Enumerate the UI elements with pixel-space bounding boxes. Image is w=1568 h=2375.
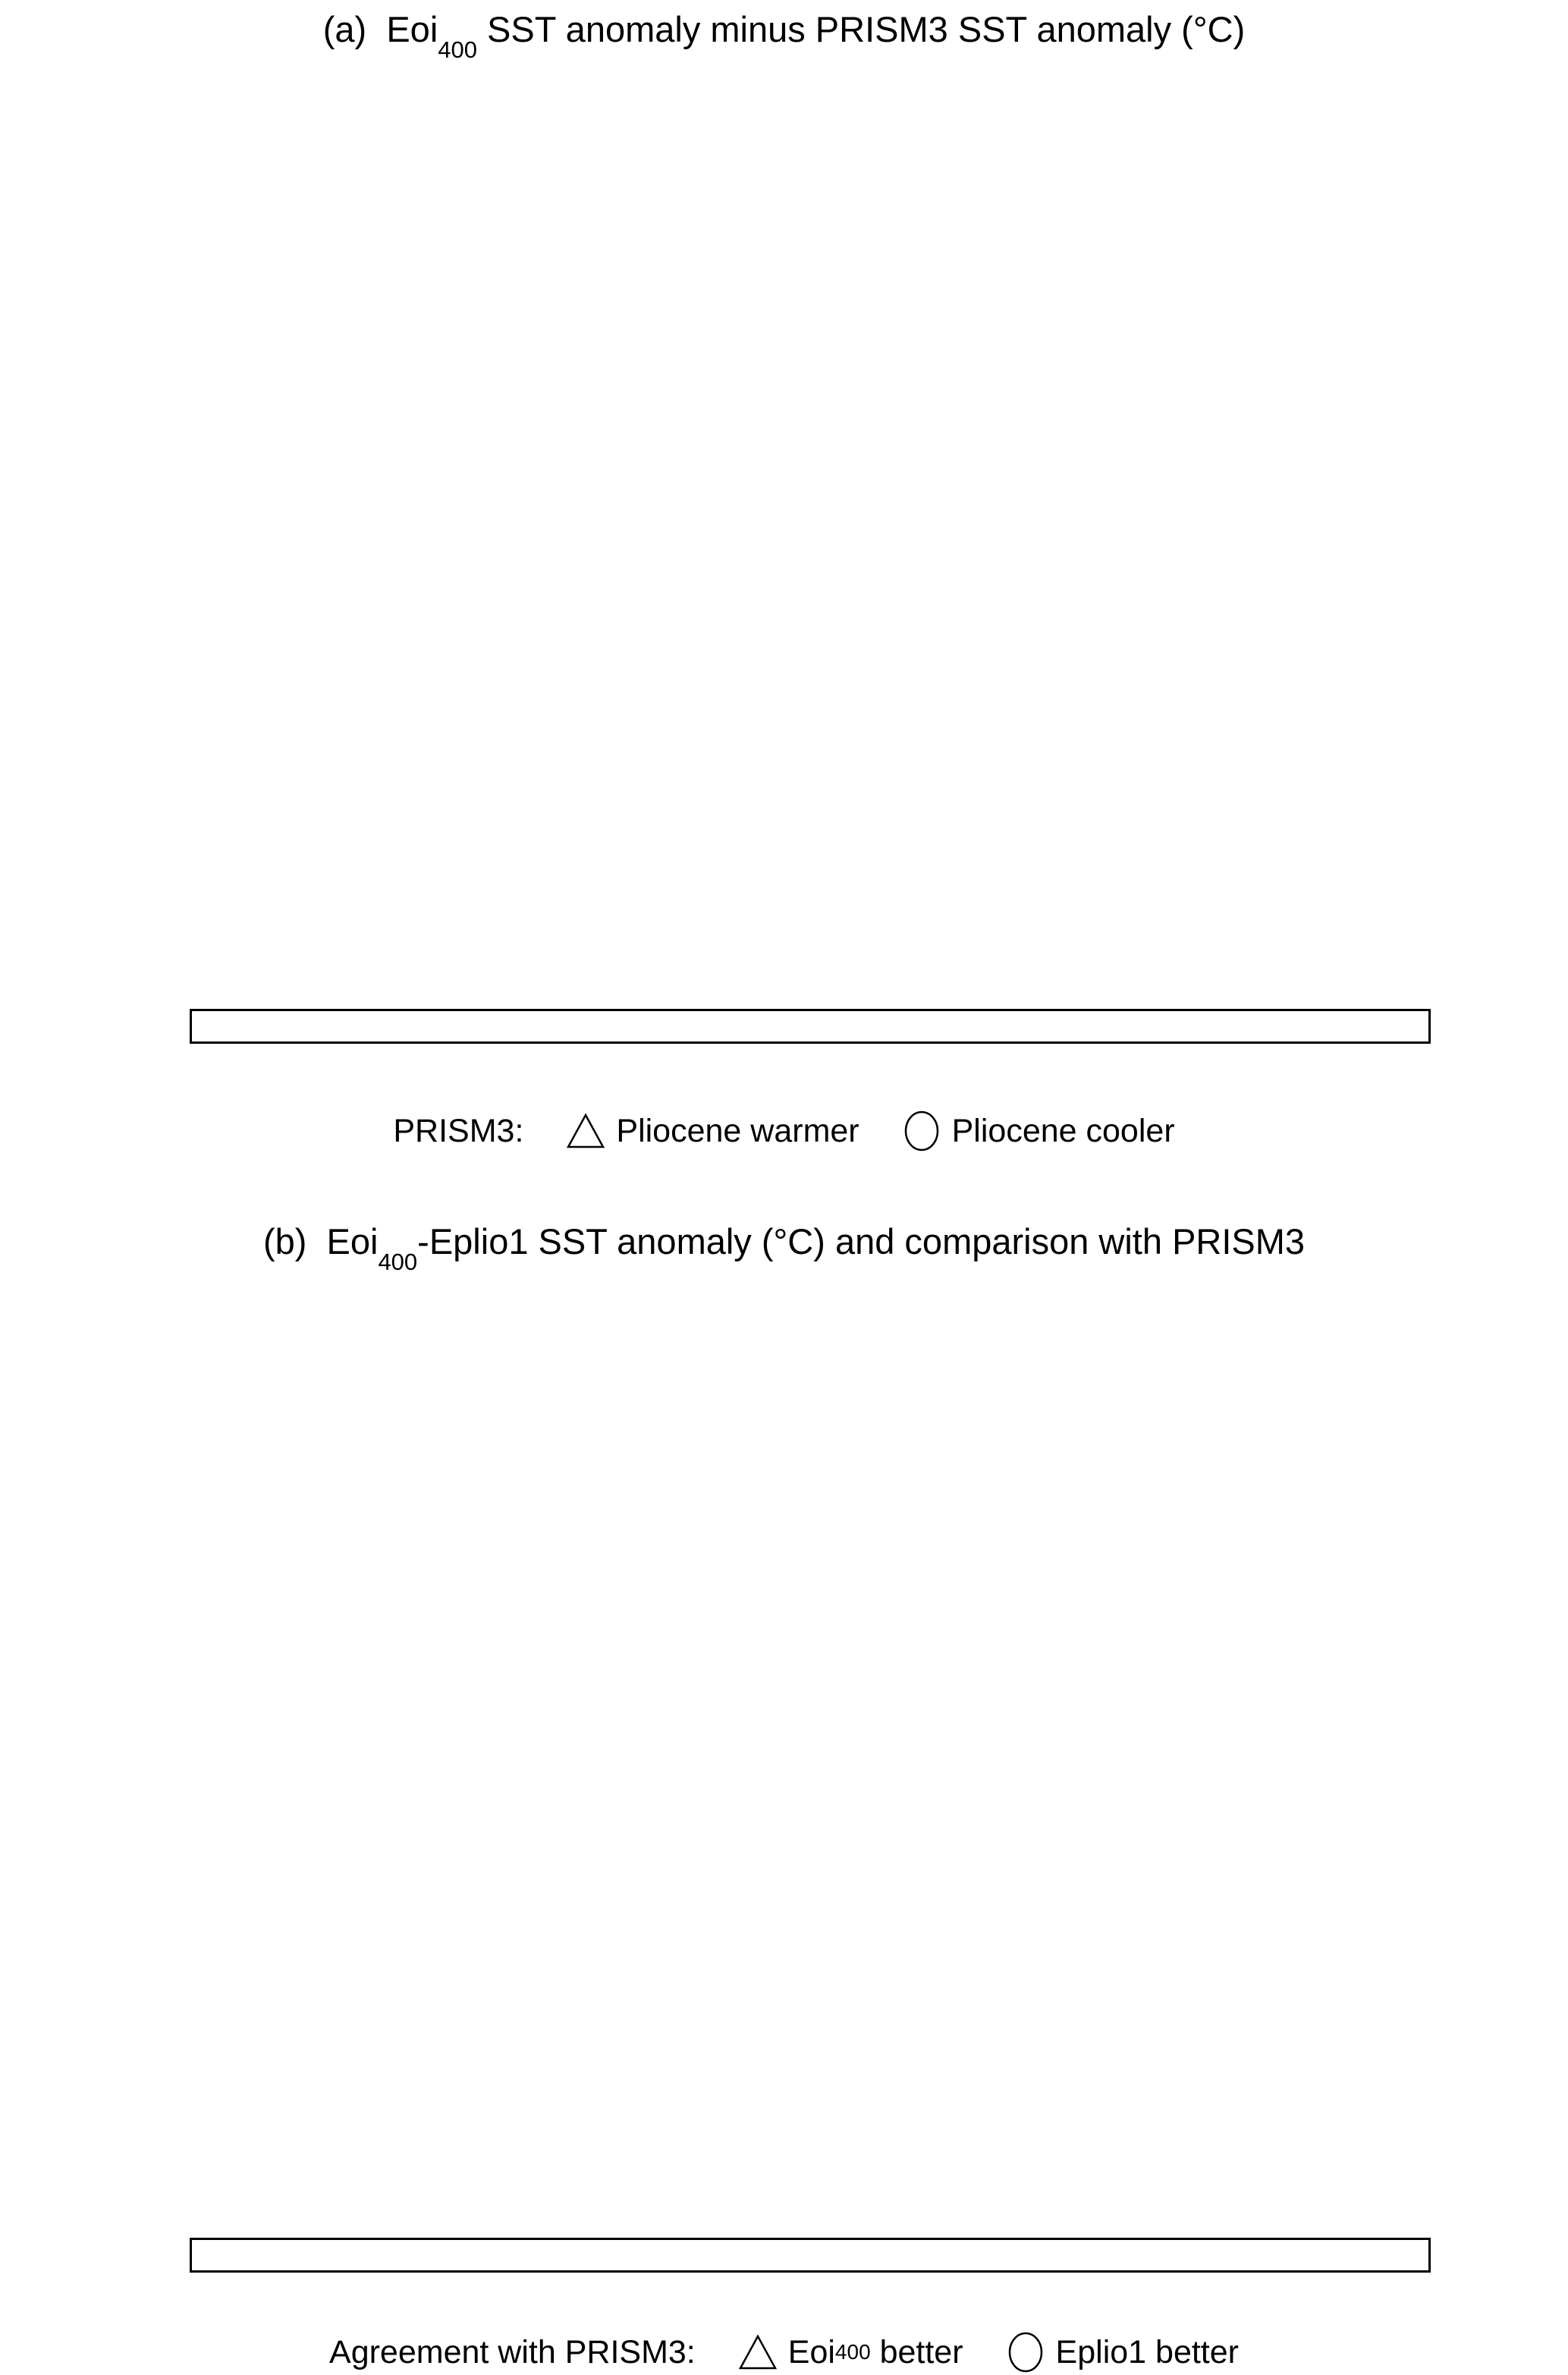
panel-a-title-rest: SST anomaly minus PRISM3 SST anomaly (°C… xyxy=(477,9,1246,49)
panel-a-title-model: Eoi xyxy=(386,9,438,49)
legend-a: PRISM3: Pliocene warmer Pliocene cooler xyxy=(0,1109,1568,1153)
panel-b-title-model: Eoi xyxy=(326,1221,379,1261)
legend-b-triangle-rest: better xyxy=(870,2333,963,2370)
panel-b-title-rest: -Eplio1 SST anomaly (°C) and comparison … xyxy=(417,1221,1306,1261)
legend-a-triangle-label: Pliocene warmer xyxy=(616,1112,859,1149)
colorbar-b xyxy=(190,2238,1431,2273)
legend-b-circle-label: Eplio1 better xyxy=(1055,2333,1239,2370)
circle-eplio-better-icon xyxy=(1008,2332,1042,2373)
panel-a-title-prefix: (a) xyxy=(322,9,387,49)
colorbar-a xyxy=(190,1009,1431,1044)
legend-a-circle-label: Pliocene cooler xyxy=(951,1112,1175,1149)
map-panel-b xyxy=(0,0,228,114)
triangle-warmer-icon xyxy=(567,1113,605,1148)
legend-b: Agreement with PRISM3: Eoi 400 better Epl… xyxy=(0,2330,1568,2374)
legend-b-triangle-model: Eoi xyxy=(787,2333,835,2370)
legend-b-prefix: Agreement with PRISM3: xyxy=(329,2333,696,2370)
triangle-eoi-better-icon xyxy=(738,2334,777,2370)
panel-a-title: (a) Eoi 400 SST anomaly minus PRISM3 SST … xyxy=(322,9,1246,63)
panel-b-title-prefix: (b) xyxy=(262,1221,327,1261)
panel-b-title: (b) Eoi 400 -Eplio1 SST anomaly (°C) and c… xyxy=(262,1221,1306,1275)
legend-a-prefix: PRISM3: xyxy=(393,1112,524,1149)
circle-cooler-icon xyxy=(904,1111,938,1151)
